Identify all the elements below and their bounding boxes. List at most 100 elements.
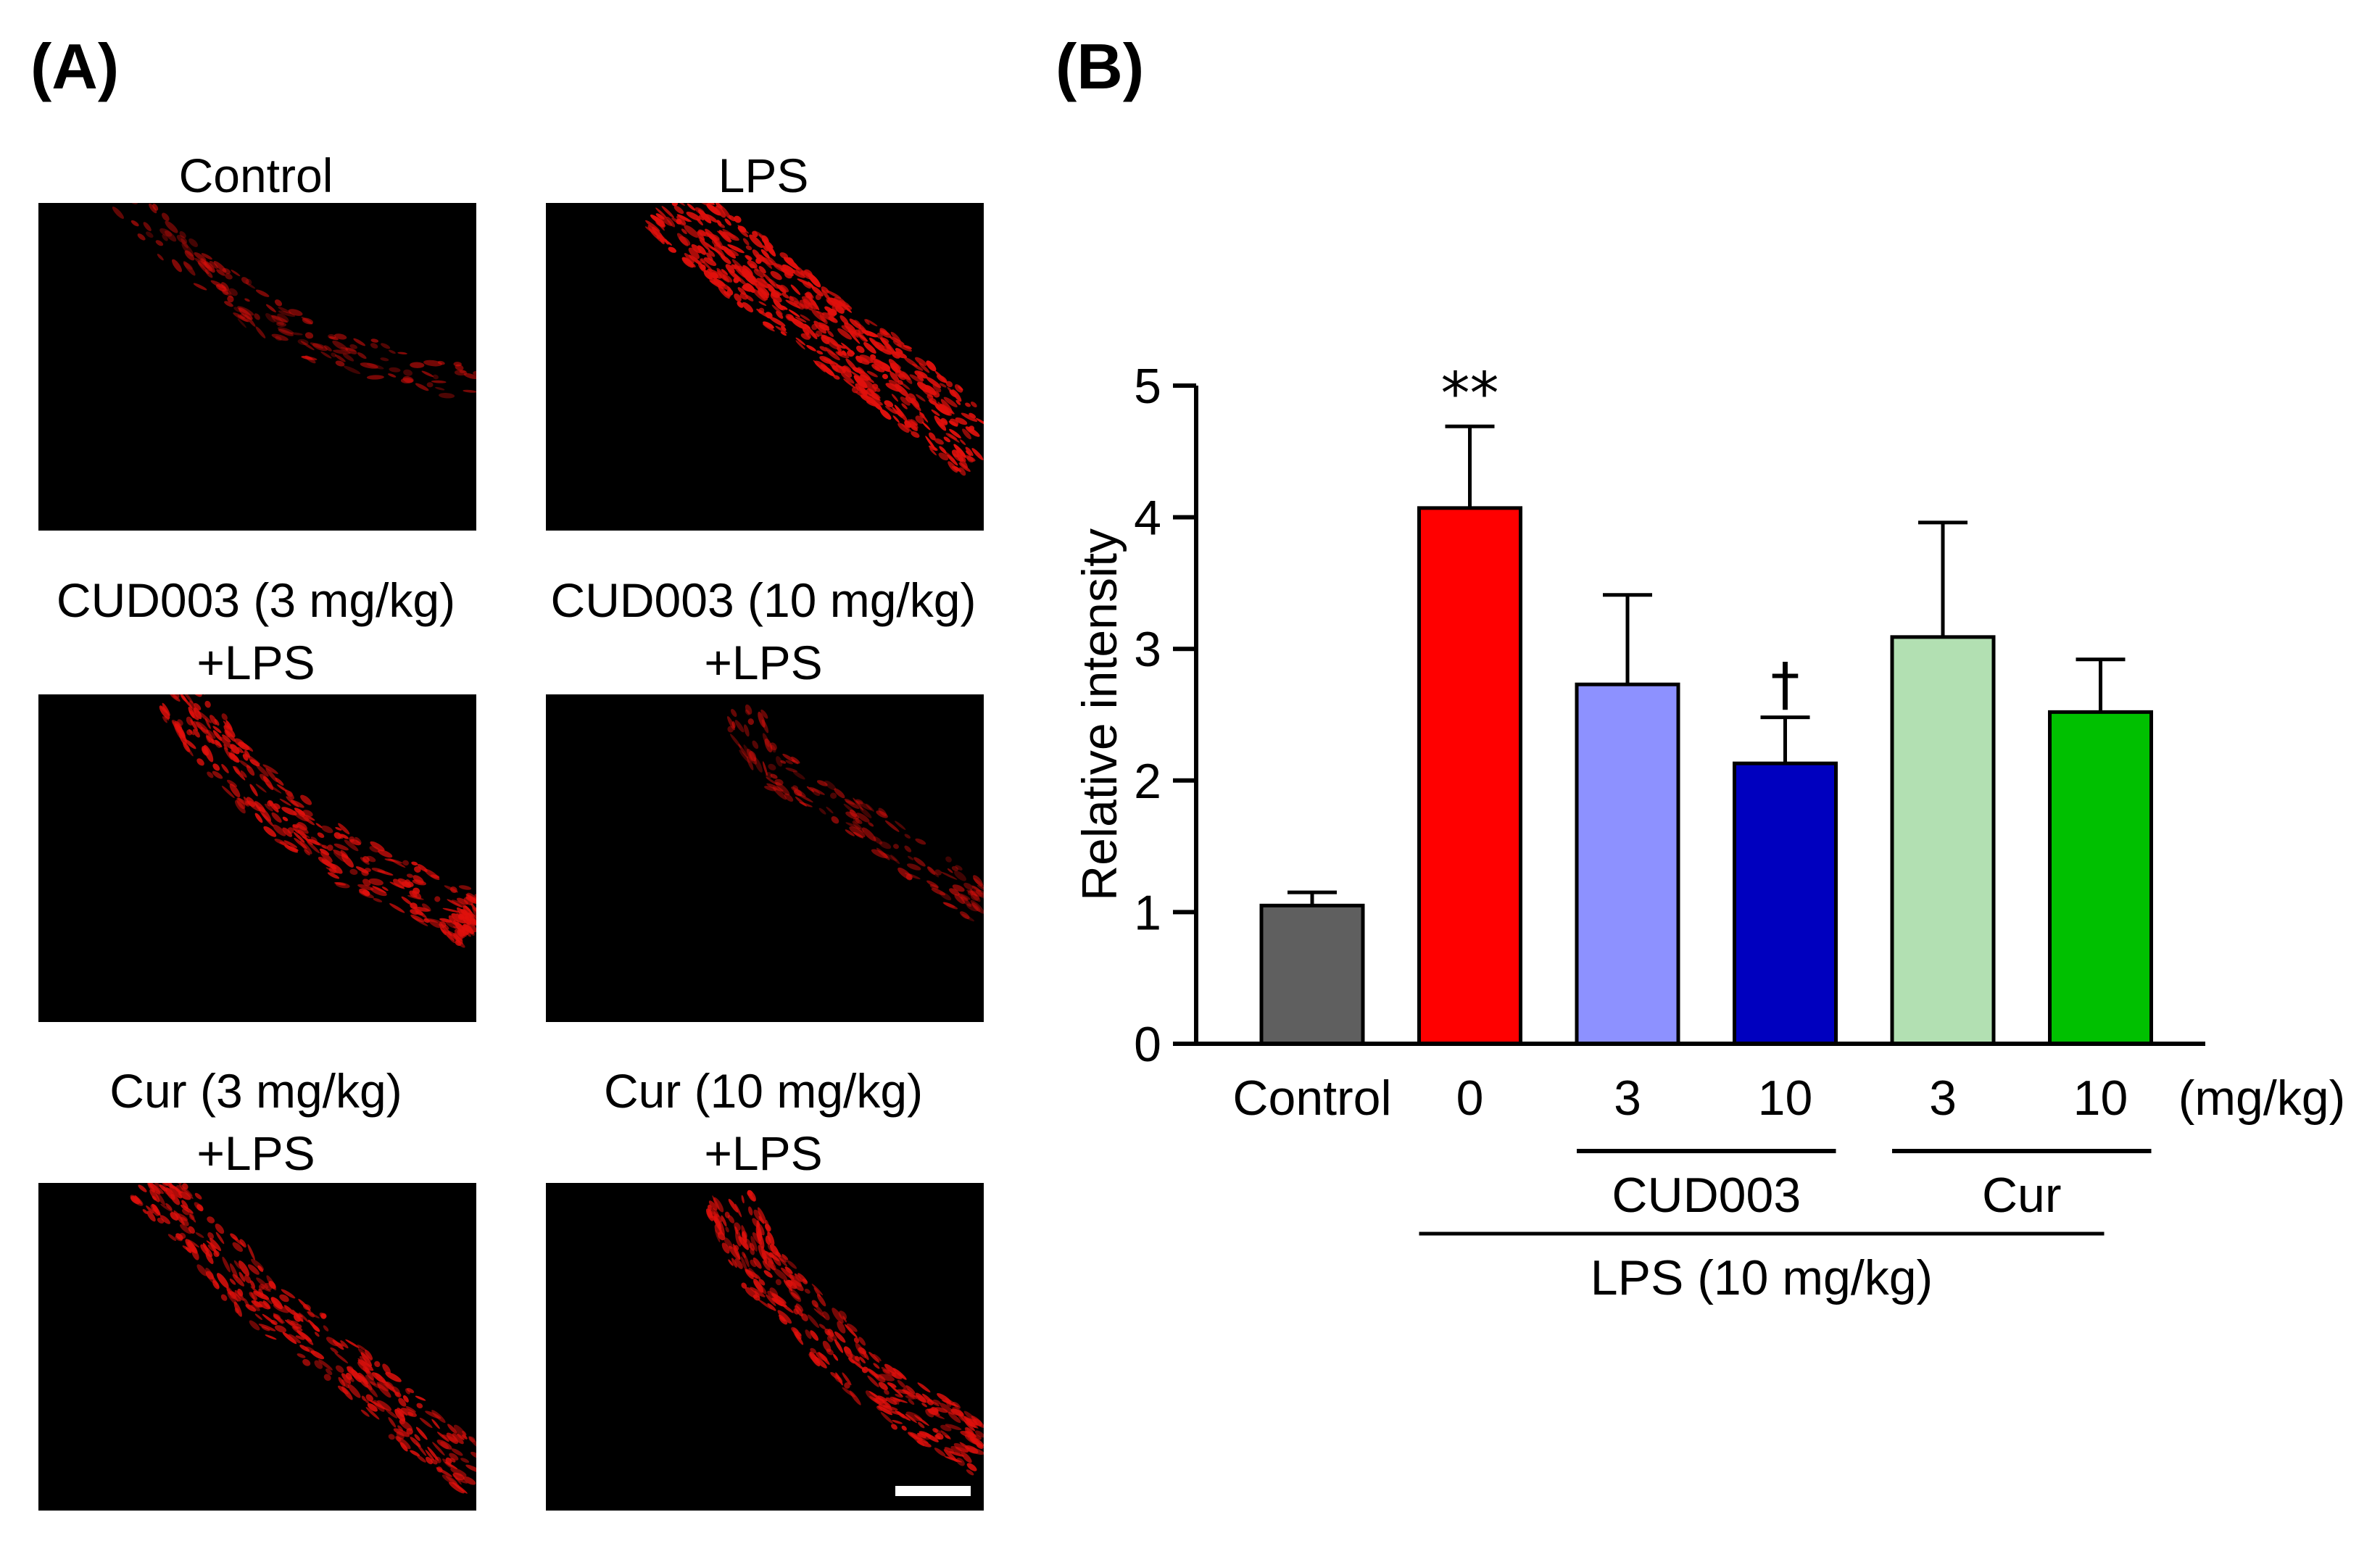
fluorescent-cell	[200, 1244, 213, 1258]
fluorescent-cell	[165, 230, 177, 242]
fluorescent-cell	[207, 1231, 214, 1239]
fluorescent-cell	[835, 351, 850, 359]
fluorescent-cell	[360, 362, 378, 369]
fluorescent-cell	[945, 433, 958, 440]
fluorescent-cell	[293, 831, 305, 843]
fluorescent-cell	[837, 1321, 846, 1334]
fluorescent-cell	[437, 360, 445, 365]
fluorescent-cell	[436, 1432, 449, 1442]
fluorescent-cell	[846, 1323, 858, 1332]
fluorescent-cell	[328, 334, 336, 339]
fluorescent-cell	[278, 310, 296, 317]
fluorescent-cell	[335, 826, 342, 831]
fluorescent-cell	[365, 1350, 373, 1361]
fluorescent-cell	[953, 444, 966, 458]
fluorescent-cell	[320, 351, 332, 359]
fluorescent-cell	[947, 868, 953, 873]
fluorescent-cell	[849, 318, 862, 330]
fluorescent-cell	[255, 784, 267, 793]
fluorescent-cell	[179, 230, 186, 238]
fluorescent-cell	[473, 370, 476, 377]
fluorescent-cell	[774, 1268, 788, 1281]
fluorescent-cell	[315, 823, 323, 828]
fluorescent-cell	[759, 257, 774, 265]
fluorescent-cell	[255, 326, 266, 338]
fluorescent-cell	[940, 399, 953, 414]
fluorescent-cell	[155, 1191, 165, 1205]
fluorescent-cell	[426, 1456, 433, 1465]
fluorescent-cell	[278, 328, 294, 336]
fluorescent-cell	[764, 786, 776, 792]
fluorescent-cell	[370, 1381, 381, 1389]
fluorescent-cell	[146, 231, 154, 238]
fluorescent-cell	[892, 1419, 903, 1424]
fluorescent-cell	[753, 269, 766, 278]
fluorescent-cell	[970, 889, 977, 897]
fluorescent-cell	[741, 1282, 747, 1289]
fluorescent-cell	[944, 1456, 963, 1463]
fluorescent-cell	[400, 378, 413, 384]
fluorescent-cell	[227, 295, 234, 303]
fluorescent-cell	[745, 709, 750, 715]
fluorescent-cell	[406, 873, 414, 879]
fluorescent-cell	[747, 756, 754, 770]
fluorescent-cell	[775, 1279, 781, 1286]
fluorescent-cell	[276, 322, 287, 327]
fluorescent-cell	[184, 744, 194, 757]
fluorescent-cell	[855, 818, 863, 824]
fluorescent-cell	[742, 1251, 746, 1258]
fluorescent-cell	[251, 1304, 260, 1311]
fluorescent-cell	[925, 436, 937, 452]
fluorescent-cell	[785, 299, 801, 309]
fluorescent-cell	[467, 921, 476, 933]
fluorescent-cell	[842, 1387, 855, 1397]
fluorescent-cell	[818, 1324, 826, 1330]
fluorescent-cell	[816, 310, 825, 316]
fluorescent-cell	[410, 1437, 421, 1447]
fluorescent-cell	[357, 1344, 368, 1352]
fluorescent-cell	[849, 809, 858, 818]
fluorescent-cell	[233, 312, 249, 323]
fluorescent-cell	[178, 1191, 191, 1200]
fluorescent-cell	[162, 716, 167, 723]
fluorescent-cell	[265, 313, 275, 323]
fluorescent-cell	[334, 333, 347, 340]
fluorescent-cell	[947, 387, 955, 395]
fluorescent-cell	[220, 736, 233, 749]
fluorescent-cell	[813, 320, 827, 334]
fluorescent-cell	[716, 270, 727, 281]
fluorescent-cell	[655, 207, 668, 219]
fluorescent-cell	[367, 1403, 378, 1412]
fluorescent-cell	[370, 343, 378, 349]
fluorescent-cell	[190, 719, 198, 731]
fluorescent-cell	[713, 278, 726, 287]
fluorescent-cell	[441, 1434, 457, 1442]
fluorescent-cell	[708, 249, 716, 257]
fluorescent-cell	[766, 1294, 776, 1306]
fluorescent-cell	[882, 363, 890, 372]
fluorescent-cell	[442, 1458, 453, 1469]
fluorescent-cell	[788, 1287, 802, 1303]
fluorescent-cell	[143, 222, 152, 231]
fluorescent-cell	[808, 281, 815, 289]
fluorescent-cell	[802, 281, 811, 289]
fluorescent-cell	[842, 1316, 847, 1323]
fluorescent-cell	[462, 1430, 467, 1436]
fluorescent-cell	[330, 1347, 339, 1354]
fluorescent-cell	[927, 865, 940, 878]
fluorescent-cell	[965, 446, 974, 457]
fluorescent-cell	[784, 1266, 793, 1274]
fluorescent-cell	[808, 1353, 821, 1364]
fluorescent-cell	[926, 1399, 934, 1405]
fluorescent-cell	[717, 230, 732, 242]
fluorescent-cell	[721, 1242, 730, 1254]
y-tick-label: 5	[1134, 359, 1161, 414]
fluorescent-cell	[774, 778, 784, 786]
fluorescent-cell	[154, 1183, 162, 1187]
fluorescent-cell	[785, 767, 798, 773]
fluorescent-cell	[715, 203, 723, 209]
fluorescent-cell	[377, 1400, 392, 1411]
fluorescent-cell	[844, 1382, 850, 1389]
fluorescent-cell	[725, 1226, 729, 1233]
fluorescent-cell	[851, 1359, 866, 1371]
